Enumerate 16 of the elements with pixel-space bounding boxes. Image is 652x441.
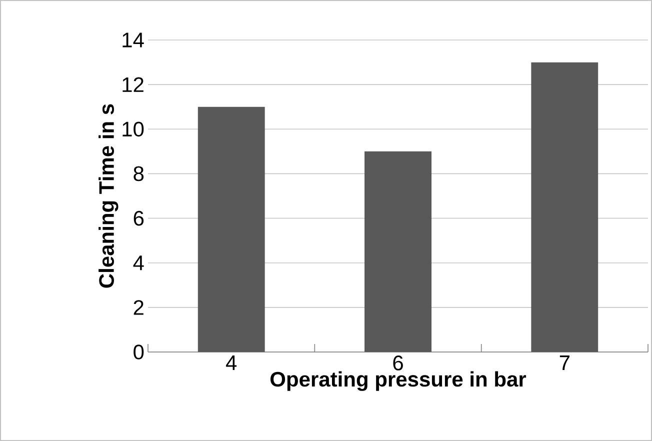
y-tick-label: 2 [134, 300, 144, 315]
y-tick-label: 12 [122, 77, 144, 92]
y-tick-label: 8 [134, 166, 144, 182]
x-tick-label: 4 [226, 356, 237, 370]
bar [531, 62, 598, 352]
y-tick-label: 14 [122, 32, 144, 48]
x-tick-label: 7 [560, 356, 570, 370]
y-tick-label: 4 [133, 256, 144, 270]
y-tick-label: 6 [134, 210, 144, 226]
y-axis-title: Cleaning Time in s [98, 104, 118, 288]
x-axis-title: Operating pressure in bar [270, 371, 526, 391]
x-tick-label: 6 [393, 356, 403, 370]
y-tick-label: 10 [122, 122, 144, 137]
bar [198, 106, 265, 352]
y-tick-label: 0 [134, 344, 144, 360]
bar [364, 151, 432, 352]
